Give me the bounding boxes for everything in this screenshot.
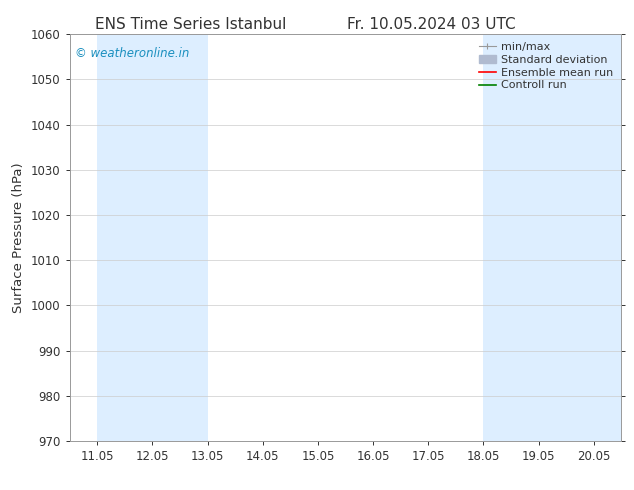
Y-axis label: Surface Pressure (hPa): Surface Pressure (hPa) — [13, 162, 25, 313]
Text: © weatheronline.in: © weatheronline.in — [75, 47, 190, 59]
Bar — [483, 34, 538, 441]
Text: ENS Time Series Istanbul: ENS Time Series Istanbul — [94, 17, 286, 32]
Bar — [97, 34, 152, 441]
Bar — [152, 34, 207, 441]
Legend: min/max, Standard deviation, Ensemble mean run, Controll run: min/max, Standard deviation, Ensemble me… — [477, 40, 616, 93]
Bar — [593, 34, 634, 441]
Bar — [538, 34, 593, 441]
Text: Fr. 10.05.2024 03 UTC: Fr. 10.05.2024 03 UTC — [347, 17, 515, 32]
